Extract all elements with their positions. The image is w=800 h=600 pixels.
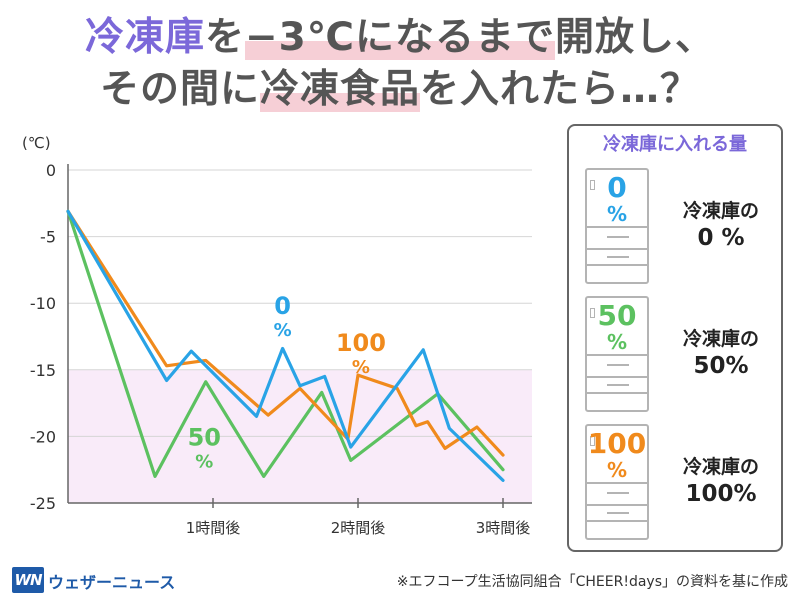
legend-item-text: 冷凍庫の (682, 456, 759, 478)
y-tick-label: 0 (46, 161, 56, 180)
fridge-percent-unit: % (606, 202, 628, 226)
title-marked-text: 冷凍食品 (259, 67, 420, 112)
title-highlight: 冷凍庫 (84, 15, 205, 60)
legend-item-label: 冷凍庫の 100% (665, 456, 777, 509)
x-tick-label: 3時間後 (476, 519, 531, 537)
legend-item-label: 冷凍庫の 0 % (665, 200, 777, 253)
legend-item-value: 0 % (697, 224, 745, 251)
y-tick-label: -5 (40, 228, 56, 247)
title-line-2: その間に冷凍食品を入れたら…？ (0, 58, 800, 114)
y-tick-label: -10 (30, 294, 56, 313)
title-marked-text: −3℃になるまで (244, 15, 556, 60)
fridge-percent: 0 (607, 171, 627, 204)
series-label-value: 0 (274, 292, 291, 320)
fridge-percent: 50 (597, 299, 637, 332)
legend-item-text: 冷凍庫の (682, 200, 759, 222)
temperature-line-chart: 0-5-10-15-20-25(℃) 1時間後 2時間後 3時間後 0%50%100… (22, 134, 532, 537)
legend-item-text: 冷凍庫の (682, 328, 759, 350)
fridge-hinge (590, 180, 595, 190)
fridge-icon: 100 % (585, 424, 649, 540)
x-tick-label: 2時間後 (331, 519, 386, 537)
y-tick-label: -20 (30, 427, 56, 446)
legend-item-value: 50% (693, 352, 749, 379)
series-line-0 (66, 209, 505, 482)
fridge-hinge (590, 436, 595, 446)
series-label-unit: % (195, 452, 213, 473)
x-axis: 1時間後 2時間後 3時間後 (68, 498, 532, 537)
legend-item-label: 冷凍庫の 50% (665, 328, 777, 381)
source-note: ※エフコープ生活協同組合「CHEER!days」の資料を基に作成 (396, 574, 788, 590)
series-line-50 (66, 209, 505, 478)
legend-heading: 冷凍庫に入れる量 (603, 134, 747, 155)
title-text: を入れたら…？ (420, 67, 701, 112)
fridge-percent: 100 (587, 427, 647, 460)
title-text: 開放し、 (555, 15, 716, 60)
series-label-value: 50 (188, 424, 221, 452)
title-line-1: 冷凍庫を−3℃になるまで開放し、 (0, 6, 800, 62)
y-axis: 0 -5 -10 -15 -20 -25 (℃) (22, 134, 69, 513)
chart-series (66, 209, 505, 482)
fridge-hinge (590, 308, 595, 318)
fridge-percent-unit: % (606, 330, 628, 354)
title-text: その間に (99, 67, 260, 112)
series-labels: 0%50%100% (188, 292, 386, 473)
y-tick-label: -15 (30, 361, 56, 380)
legend-panel: 冷凍庫に入れる量 0 % 冷凍庫の 0 % 50 % 冷凍庫の 50% 100 … (567, 124, 783, 552)
title-text: を (204, 15, 245, 60)
series-label-value: 100 (336, 329, 386, 357)
series-label-unit: % (352, 357, 370, 378)
fridge-icon: 0 % (585, 168, 649, 284)
fridge-percent-unit: % (606, 458, 628, 482)
fridge-icon: 50 % (585, 296, 649, 412)
y-tick-label: -25 (30, 494, 56, 513)
brand-logo-icon: WN (12, 567, 44, 593)
y-axis-label: (℃) (22, 134, 51, 152)
legend-item-value: 100% (685, 480, 757, 507)
series-label-unit: % (274, 320, 292, 341)
brand-name: ウェザーニュース (48, 573, 176, 592)
x-tick-label: 1時間後 (186, 519, 241, 537)
series-line-100 (66, 209, 505, 457)
